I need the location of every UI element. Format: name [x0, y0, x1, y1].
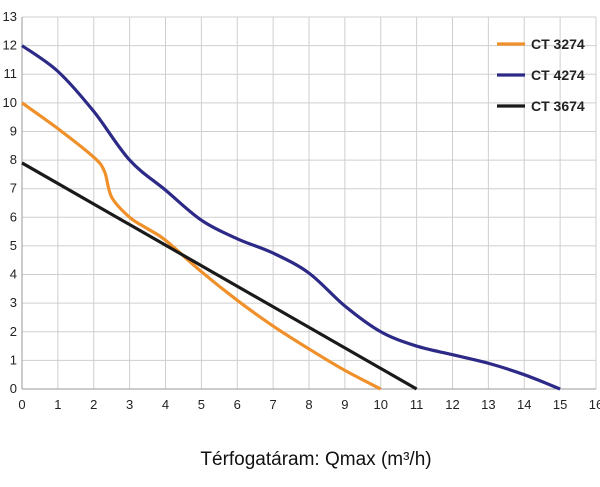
series-line-ct-4274: [21, 44, 561, 391]
x-tick-label: 7: [270, 397, 277, 412]
x-tick-label: 11: [410, 397, 424, 412]
y-tick-label: 13: [3, 9, 17, 24]
legend-label: CT 3674: [531, 98, 585, 114]
x-tick-label: 15: [553, 397, 567, 412]
x-tick-label: 3: [126, 397, 133, 412]
x-tick-label: 0: [18, 397, 25, 412]
legend: CT 3274 CT 4274 CT 3674: [497, 36, 585, 114]
x-tick-label: 4: [162, 397, 169, 412]
x-tick-label: 1: [54, 397, 61, 412]
x-tick-label: 8: [305, 397, 312, 412]
y-tick-label: 1: [10, 352, 17, 367]
x-tick-label: 9: [341, 397, 348, 412]
x-tick-label: 12: [445, 397, 459, 412]
x-tick-label: 14: [517, 397, 531, 412]
y-tick-label: 9: [10, 123, 17, 138]
y-tick-label: 4: [10, 267, 17, 282]
y-tick-label: 5: [10, 238, 17, 253]
y-tick-label: 2: [10, 324, 17, 339]
x-tick-label: 10: [374, 397, 388, 412]
y-tick-label: 8: [10, 152, 17, 167]
y-tick-label: 0: [10, 381, 17, 396]
y-tick-label: 10: [3, 95, 17, 110]
x-tick-label: 16: [589, 397, 600, 412]
series-lines: [21, 44, 561, 391]
axis-ticks: 0 1 2 3 4 5 6 7 8 9 10 11 12 13 14 15 160123456789101112…: [3, 9, 600, 412]
y-tick-label: 11: [4, 66, 18, 81]
x-tick-label: 13: [481, 397, 495, 412]
series-line-ct-3674: [21, 161, 418, 391]
x-tick-label: 5: [198, 397, 205, 412]
y-tick-label: 7: [10, 181, 17, 196]
legend-label: CT 4274: [531, 67, 585, 83]
y-tick-label: 3: [10, 295, 17, 310]
series-line-ct-3274: [21, 101, 382, 391]
y-tick-label: 12: [3, 38, 17, 53]
x-axis-title: Térfogatáram: Qmax (m³/h): [200, 449, 431, 470]
x-tick-label: 6: [234, 397, 241, 412]
y-tick-label: 6: [10, 209, 17, 224]
grid: [21, 16, 597, 390]
legend-label: CT 3274: [531, 36, 585, 52]
x-tick-label: 2: [90, 397, 97, 412]
